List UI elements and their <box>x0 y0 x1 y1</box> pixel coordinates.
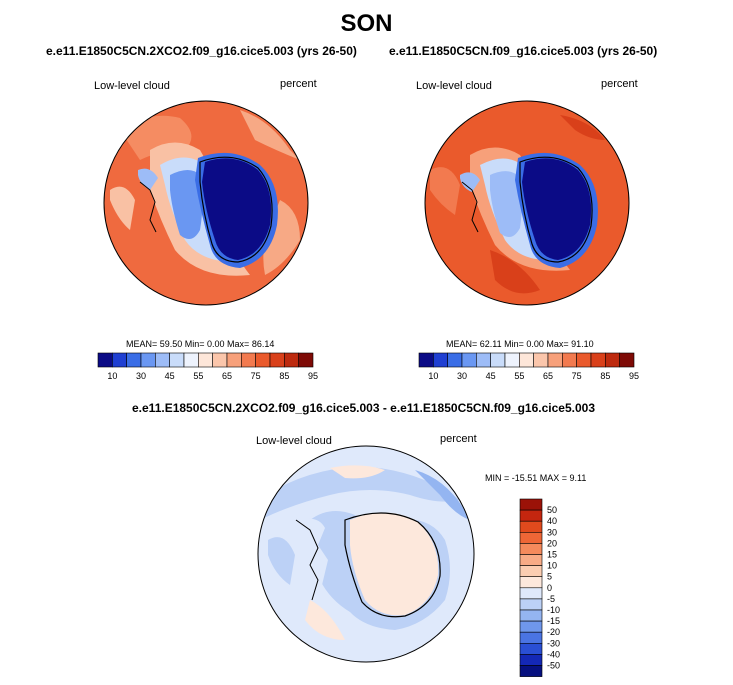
difference-title: e.e11.E1850C5CN.2XCO2.f09_g16.cice5.003 … <box>132 401 595 415</box>
panel1-colorbar-tick-label: 30 <box>136 371 146 381</box>
difference-colorbar-swatch <box>519 531 543 544</box>
panel1-units-label: percent <box>280 78 317 90</box>
panel2-colorbar-tick-label: 85 <box>600 371 610 381</box>
panel2-colorbar-swatch <box>519 352 534 368</box>
difference-colorbar-tick-label: 20 <box>547 538 557 548</box>
difference-colorbar-tick-label: 0 <box>547 583 552 593</box>
panel1-colorbar-swatch <box>255 352 271 368</box>
difference-colorbar-swatch <box>519 498 543 511</box>
panel1-colorbar-swatch <box>169 352 185 368</box>
panel2-colorbar-swatch <box>590 352 606 368</box>
difference-colorbar-tick-label: 10 <box>547 561 557 571</box>
difference-colorbar-tick-label: -15 <box>547 616 560 626</box>
panel2-colorbar-swatch <box>433 352 448 368</box>
difference-colorbar-tick-label: 15 <box>547 550 557 560</box>
panel2-colorbar-swatch <box>504 352 520 368</box>
panel2-colorbar-tick-label: 10 <box>428 371 438 381</box>
panel1-variable-label: Low-level cloud <box>94 80 170 92</box>
difference-colorbar-tick-label: 5 <box>547 572 552 582</box>
difference-colorbar-swatch <box>519 554 543 566</box>
panel1-colorbar-tick-label: 45 <box>165 371 175 381</box>
difference-colorbar-swatch <box>519 509 543 522</box>
panel2-colorbar-swatch <box>461 352 477 368</box>
difference-units-label: percent <box>440 433 477 445</box>
panel1-colorbar-swatch <box>284 352 299 368</box>
panel2-colorbar-tick-label: 75 <box>572 371 582 381</box>
panel1-colorbar-swatch <box>126 352 142 368</box>
difference-polar-map <box>257 445 475 663</box>
difference-colorbar-tick-label: -30 <box>547 638 560 648</box>
panel1-colorbar-swatch <box>269 352 285 368</box>
difference-colorbar-swatch <box>519 576 543 589</box>
panel2-colorbar-swatch <box>605 352 620 368</box>
panel2-colorbar-tick-label: 30 <box>457 371 467 381</box>
panel2-colorbar-tick-label: 95 <box>629 371 639 381</box>
difference-colorbar-swatch <box>519 609 543 622</box>
difference-colorbar-swatch <box>519 654 543 666</box>
panel1-colorbar-tick-label: 10 <box>107 371 117 381</box>
panel2-polar-map <box>424 100 630 306</box>
difference-colorbar-swatch <box>519 620 543 633</box>
panel2-colorbar: 10 30 45 55 65 75 85 95 <box>418 352 639 381</box>
panel1-stats: MEAN= 59.50 Min= 0.00 Max= 86.14 <box>126 339 275 349</box>
figure-title: SON <box>340 10 393 37</box>
panel1-colorbar-tick-label: 85 <box>279 371 289 381</box>
panel2-colorbar-tick-label: 55 <box>514 371 524 381</box>
panel2-colorbar-tick-label: 45 <box>486 371 496 381</box>
panel1-colorbar-swatch <box>226 352 242 368</box>
panel2-colorbar-swatch <box>562 352 577 368</box>
difference-colorbar-swatch <box>519 631 543 644</box>
panel2-colorbar-tick-label: 65 <box>543 371 553 381</box>
difference-colorbar-swatch <box>519 520 543 533</box>
panel1-colorbar-swatch <box>298 352 314 368</box>
difference-colorbar-tick-label: -50 <box>547 661 560 671</box>
panel1-colorbar: 10 30 45 55 65 75 85 95 <box>97 352 318 381</box>
panel1-colorbar-swatch <box>183 352 199 368</box>
panel1-colorbar-swatch <box>212 352 228 368</box>
difference-colorbar-swatch <box>519 543 543 555</box>
panel1-colorbar-tick-label: 55 <box>193 371 203 381</box>
panel1-case-title: e.e11.E1850C5CN.2XCO2.f09_g16.cice5.003 … <box>46 44 357 58</box>
panel2-colorbar-swatch <box>547 352 563 368</box>
panel2-variable-label: Low-level cloud <box>416 80 492 92</box>
panel2-colorbar-swatch <box>418 352 434 368</box>
difference-colorbar-swatch <box>519 642 543 655</box>
panel1-colorbar-swatch <box>112 352 127 368</box>
difference-colorbar-swatch <box>519 598 543 611</box>
difference-colorbar-swatch <box>519 665 543 677</box>
panel2-colorbar-swatch <box>533 352 549 368</box>
panel1-colorbar-swatch <box>241 352 256 368</box>
difference-variable-label: Low-level cloud <box>256 435 332 447</box>
panel2-colorbar-swatch <box>447 352 463 368</box>
panel1-colorbar-swatch <box>140 352 156 368</box>
difference-colorbar-tick-label: 30 <box>547 527 557 537</box>
difference-colorbar-tick-label: -5 <box>547 594 555 604</box>
difference-colorbar-tick-label: -10 <box>547 605 560 615</box>
panel1-polar-map <box>103 100 309 306</box>
difference-colorbar-swatch <box>519 587 543 600</box>
panel1-colorbar-tick-label: 95 <box>308 371 318 381</box>
panel1-colorbar-tick-label: 75 <box>251 371 261 381</box>
difference-colorbar-tick-label: 40 <box>547 516 557 526</box>
difference-colorbar-tick-label: 50 <box>547 505 557 515</box>
panel2-case-title: e.e11.E1850C5CN.f09_g16.cice5.003 (yrs 2… <box>389 44 658 58</box>
panel2-units-label: percent <box>601 78 638 90</box>
panel2-colorbar-swatch <box>490 352 506 368</box>
panel2-colorbar-swatch <box>619 352 635 368</box>
panel1-colorbar-swatch <box>198 352 213 368</box>
difference-colorbar-swatch <box>519 565 543 577</box>
panel1-colorbar-swatch <box>155 352 170 368</box>
difference-colorbar-tick-label: -20 <box>547 627 560 637</box>
panel2-colorbar-swatch <box>576 352 592 368</box>
panel1-colorbar-swatch <box>97 352 113 368</box>
difference-colorbar-tick-label: -40 <box>547 649 560 659</box>
panel1-colorbar-tick-label: 65 <box>222 371 232 381</box>
difference-stats: MIN = -15.51 MAX = 9.11 <box>485 473 587 483</box>
panel2-colorbar-swatch <box>476 352 491 368</box>
panel2-stats: MEAN= 62.11 Min= 0.00 Max= 91.10 <box>446 339 594 349</box>
